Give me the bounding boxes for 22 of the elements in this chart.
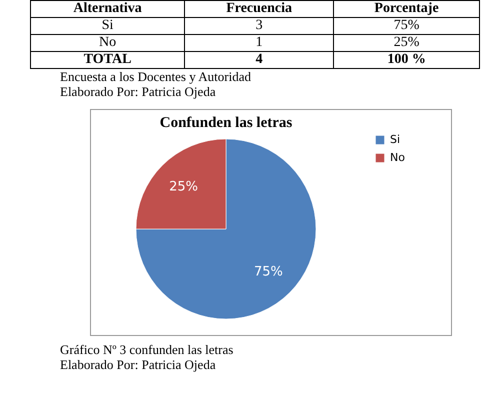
text: Si xyxy=(30,18,185,34)
chart-title: Confunden las letras xyxy=(160,115,292,131)
text: Elaborado Por: Patricia Ojeda xyxy=(60,84,217,99)
text: Alternativa xyxy=(30,0,185,18)
legend-label: No xyxy=(390,151,406,164)
data-label: 25% xyxy=(169,180,198,195)
text: Gráfico Nº 3 confunden las letras xyxy=(60,342,234,357)
text: TOTAL xyxy=(30,52,185,68)
text: 100 % xyxy=(334,52,480,68)
text: Porcentaje xyxy=(334,0,480,18)
text: No xyxy=(30,34,185,52)
data-label: 75% xyxy=(254,264,283,280)
text: 1 xyxy=(184,34,334,52)
legend-label: Si xyxy=(390,133,400,146)
pie-slice xyxy=(136,138,316,320)
text: 25% xyxy=(334,34,480,52)
text: Frecuencia xyxy=(184,0,334,18)
text: 3 xyxy=(184,18,334,34)
text: 75% xyxy=(334,18,480,34)
text: 4 xyxy=(184,52,334,68)
text: Encuesta a los Docentes y Autoridad xyxy=(60,69,252,84)
text: Elaborado Por: Patricia Ojeda xyxy=(60,357,217,372)
